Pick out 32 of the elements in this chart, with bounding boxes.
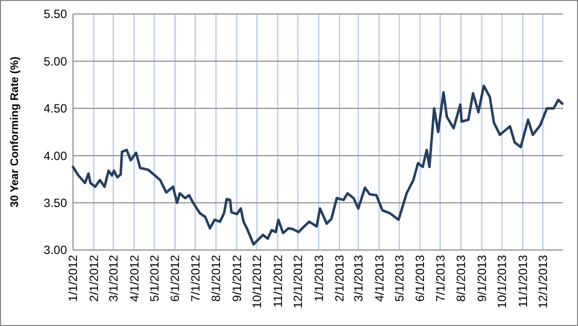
y-tick-label: 3.00 (44, 243, 68, 258)
x-tick-label: 6/1/2012 (168, 254, 182, 302)
y-tick-label: 5.00 (44, 54, 68, 68)
x-tick-label: 10/1/2012 (250, 254, 264, 308)
x-tick-label: 6/1/2013 (413, 254, 428, 302)
x-tick-label: 2/1/2012 (87, 254, 102, 302)
x-tick-label: 9/1/2013 (474, 254, 489, 302)
y-tick-label: 4.50 (44, 102, 68, 116)
x-tick-label: 9/1/2012 (230, 254, 244, 302)
x-tick-label: 3/1/2013 (351, 254, 366, 302)
x-tick-label: 8/1/2012 (209, 254, 224, 302)
y-tick-label: 5.50 (44, 7, 68, 22)
x-tick-label: 7/1/2012 (188, 254, 202, 302)
x-tick-label: 4/1/2013 (372, 254, 386, 302)
x-tick-label: 2/1/2013 (332, 254, 347, 302)
y-axis-title: 30 Year Conforming Rate (%) (9, 56, 21, 208)
x-tick-label: 3/1/2012 (106, 254, 120, 302)
x-tick-label: 12/1/2013 (536, 254, 550, 308)
line-series (72, 84, 564, 246)
x-tick-label: 5/1/2012 (147, 254, 162, 302)
x-tick-label: 1/1/2013 (312, 254, 326, 302)
x-tick-label: 7/1/2013 (433, 254, 448, 302)
x-tick-label: 4/1/2012 (127, 254, 142, 302)
x-tick-label: 5/1/2013 (392, 254, 406, 302)
x-tick-label: 12/1/2012 (291, 254, 306, 308)
y-tick-label: 4.00 (44, 148, 68, 163)
x-tick-label: 11/1/2012 (270, 254, 285, 308)
x-tick-label: 10/1/2013 (495, 254, 510, 308)
x-tick-label: 11/1/2013 (516, 254, 530, 308)
x-tick-label: 8/1/2013 (454, 254, 468, 302)
x-tick-label: 1/1/2012 (66, 254, 80, 302)
y-tick-label: 3.50 (44, 196, 68, 210)
